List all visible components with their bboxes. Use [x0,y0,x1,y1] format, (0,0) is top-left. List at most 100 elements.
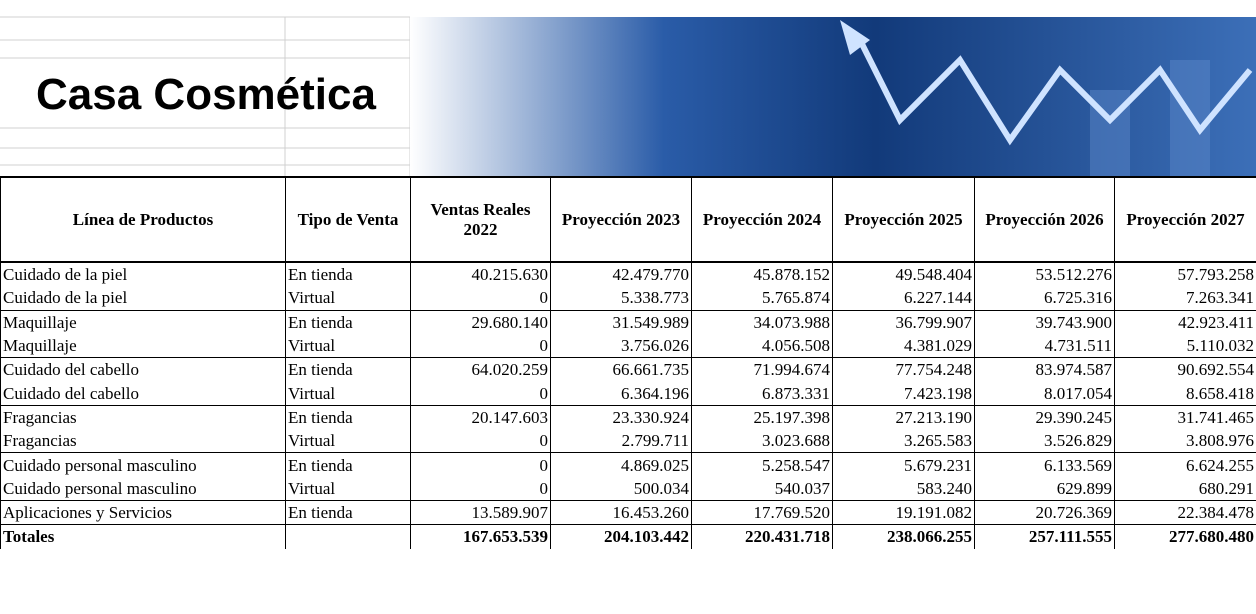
cell: 6.364.196 [550,381,692,406]
trend-line [857,38,1253,146]
cell: 3.265.583 [832,429,975,454]
cell: Cuidado personal masculino [0,476,286,501]
cell: 71.994.674 [691,357,833,382]
cell: 66.661.735 [550,357,692,382]
cell: Cuidado del cabello [0,381,286,406]
row: Fragancias Virtual 0 2.799.711 3.023.688 3.26… [0,429,1256,454]
cell: 583.240 [832,476,975,501]
cell: 5.338.773 [550,286,692,311]
total-cell: 277.680.480 [1114,524,1256,549]
cell: 20.147.603 [410,405,551,430]
cell: 4.381.029 [832,333,975,359]
cell: 4.869.025 [550,452,692,477]
cell: En tienda [285,357,411,382]
cell: 5.258.547 [691,452,833,477]
cell: 29.680.140 [410,310,551,334]
cell: 4.731.511 [974,333,1115,359]
cell: 49.548.404 [832,262,975,287]
cell: 7.423.198 [832,381,975,406]
cell: 17.769.520 [691,500,833,525]
cell: 90.692.554 [1114,357,1256,382]
cell: 42.923.411 [1114,310,1256,334]
cell: 6.133.569 [974,452,1115,477]
cell: Cuidado del cabello [0,357,286,382]
column-header: Proyección 2026 [974,176,1115,263]
cell: 540.037 [691,476,833,501]
cell: 77.754.248 [832,357,975,382]
cell: 57.793.258 [1114,262,1256,287]
row: Maquillaje Virtual 0 3.756.026 4.056.508 4.38… [0,333,1256,359]
cell: 39.743.900 [974,310,1115,334]
row: Maquillaje En tienda 29.680.140 31.549.989 3… [0,310,1256,334]
column-header: Proyección 2023 [550,176,692,263]
column-header: Ventas Reales 2022 [410,176,551,263]
column-header: Proyección 2025 [832,176,975,263]
column-header: Tipo de Venta [285,176,411,263]
cell: 0 [410,452,551,477]
cell: 0 [410,381,551,406]
cell: Virtual [285,476,411,501]
cell: 22.384.478 [1114,500,1256,525]
total-cell: 238.066.255 [832,524,975,549]
cell [285,524,411,549]
cell: Fragancias [0,429,286,454]
row: Cuidado personal masculino En tienda 0 4.86… [0,452,1256,477]
cell: 0 [410,476,551,501]
cell: 31.549.989 [550,310,692,334]
cell: 27.213.190 [832,405,975,430]
cell: 16.453.260 [550,500,692,525]
cell: 6.725.316 [974,286,1115,311]
cell: 4.056.508 [691,333,833,359]
cell: Aplicaciones y Servicios [0,500,286,525]
total-cell: 167.653.539 [410,524,551,549]
cell: En tienda [285,452,411,477]
cell: 64.020.259 [410,357,551,382]
cell: 42.479.770 [550,262,692,287]
cell: Virtual [285,429,411,454]
banner [0,16,1256,176]
column-header: Proyección 2024 [691,176,833,263]
cell: 36.799.907 [832,310,975,334]
cell: 6.624.255 [1114,452,1256,477]
cell: 3.808.976 [1114,429,1256,454]
cell: 6.227.144 [832,286,975,311]
title: Casa Cosmética [36,70,376,119]
cell: 29.390.245 [974,405,1115,430]
cell: 2.799.711 [550,429,692,454]
cell: 5.679.231 [832,452,975,477]
cell: 3.023.688 [691,429,833,454]
total-cell: 220.431.718 [691,524,833,549]
cell: 3.756.026 [550,333,692,359]
cell: 13.589.907 [410,500,551,525]
cell: 31.741.465 [1114,405,1256,430]
table: Línea de Productos Tipo de Venta Ventas Re… [0,176,1256,549]
cell: Cuidado de la piel [0,286,286,311]
cell: 6.873.331 [691,381,833,406]
totals-row: Totales 167.653.539 204.103.442 220.431.718… [0,524,1256,549]
cell: 83.974.587 [974,357,1115,382]
cell: 20.726.369 [974,500,1115,525]
row: Cuidado de la piel En tienda 40.215.630 42.… [0,262,1256,287]
cell: Virtual [285,333,411,359]
cell: 19.191.082 [832,500,975,525]
cell: Maquillaje [0,310,286,334]
cell: 34.073.988 [691,310,833,334]
cell: 3.526.829 [974,429,1115,454]
cell: 23.330.924 [550,405,692,430]
row: Cuidado del cabello En tienda 64.020.259 66… [0,357,1256,382]
cell: En tienda [285,262,411,287]
cell: 629.899 [974,476,1115,501]
row: Cuidado del cabello Virtual 0 6.364.196 6.87… [0,381,1256,406]
cell: Cuidado personal masculino [0,452,286,477]
cell: 25.197.398 [691,405,833,430]
cell: En tienda [285,310,411,334]
row: Fragancias En tienda 20.147.603 23.330.924 2… [0,405,1256,430]
total-cell: 204.103.442 [550,524,692,549]
cell: 0 [410,429,551,454]
column-header: Proyección 2027 [1114,176,1256,263]
cell: Cuidado de la piel [0,262,286,287]
cell: 40.215.630 [410,262,551,287]
total-cell: 257.111.555 [974,524,1115,549]
cell: 500.034 [550,476,692,501]
